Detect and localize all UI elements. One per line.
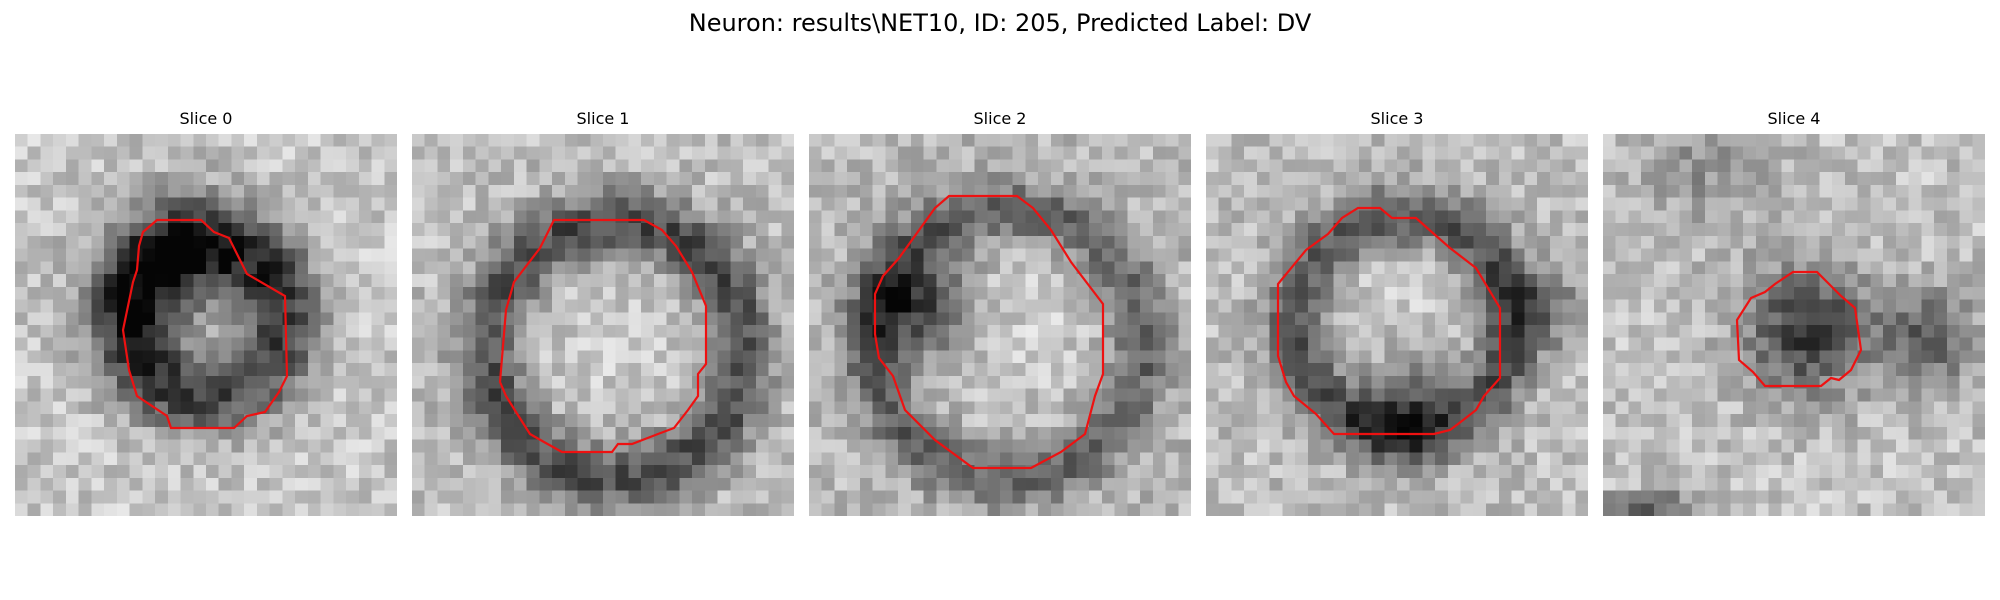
slice-image — [15, 134, 397, 516]
slice-image — [1206, 134, 1588, 516]
slice-title: Slice 0 — [179, 109, 233, 128]
grayscale-patch — [809, 134, 1191, 516]
slice-image — [1603, 134, 1985, 516]
slice-title: Slice 4 — [1767, 109, 1821, 128]
slice-image — [412, 134, 794, 516]
grayscale-patch — [15, 134, 397, 516]
slice-panel-4: Slice 4 — [1603, 108, 1985, 516]
slice-title: Slice 2 — [973, 109, 1027, 128]
figure-title: Neuron: results\NET10, ID: 205, Predicte… — [688, 9, 1312, 37]
roi-contour — [1276, 206, 1502, 436]
roi-contour — [1735, 270, 1863, 388]
roi-contour — [121, 218, 289, 430]
slice-title: Slice 1 — [576, 109, 630, 128]
grayscale-patch — [1206, 134, 1588, 516]
slice-panel-1: Slice 1 — [412, 108, 794, 516]
grayscale-patch — [1603, 134, 1985, 516]
slice-panel-0: Slice 0 — [15, 108, 397, 516]
slice-panel-2: Slice 2 — [809, 108, 1191, 516]
roi-contour — [873, 194, 1105, 470]
slice-title: Slice 3 — [1370, 109, 1424, 128]
roi-contour — [498, 218, 708, 454]
slice-image — [809, 134, 1191, 516]
slice-panel-3: Slice 3 — [1206, 108, 1588, 516]
